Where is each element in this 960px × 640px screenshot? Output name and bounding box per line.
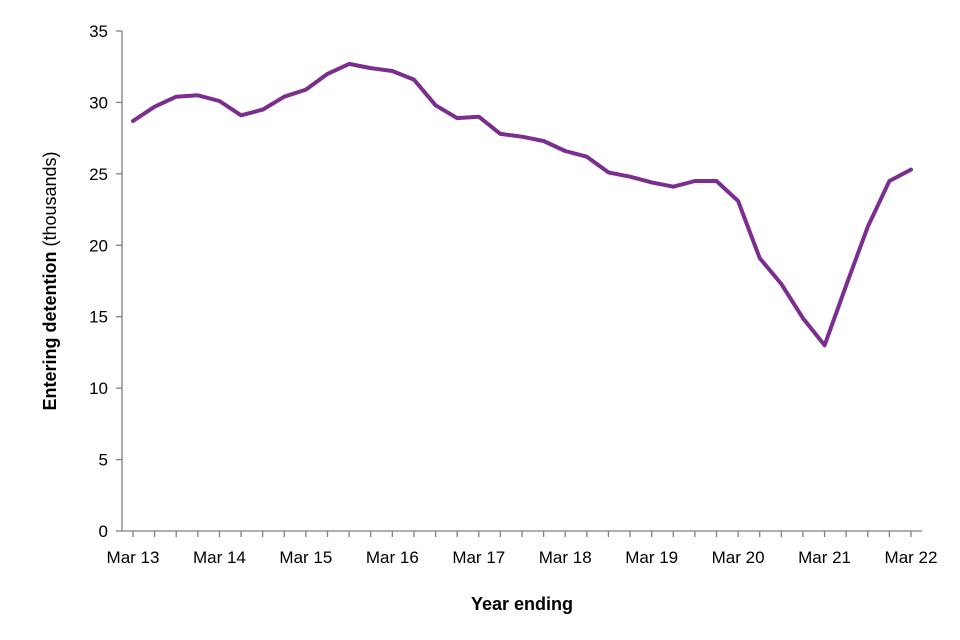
x-tick-label: Mar 17 (452, 548, 505, 567)
y-tick-label: 5 (99, 451, 108, 470)
x-tick-label: Mar 21 (798, 548, 851, 567)
y-axis-title-main: Entering detention (40, 252, 60, 411)
y-tick-label: 30 (89, 93, 108, 112)
y-axis: 0 5 10 15 20 25 30 35 (89, 22, 123, 541)
x-tick-label: Mar 16 (366, 548, 419, 567)
x-tick-label: Mar 13 (107, 548, 160, 567)
x-axis-title: Year ending (471, 594, 573, 614)
x-tick-label: Mar 22 (885, 548, 938, 567)
x-tick-label: Mar 14 (193, 548, 246, 567)
y-tick-label: 10 (89, 379, 108, 398)
y-axis-title: Entering detention (thousands) (40, 151, 60, 410)
x-tick-label: Mar 15 (279, 548, 332, 567)
y-tick-label: 20 (89, 236, 108, 255)
x-axis: Mar 13 Mar 14 Mar 15 Mar 16 Mar 17 Mar 18 Mar … (107, 530, 938, 567)
series-layer (131, 61, 913, 348)
y-tick-label: 15 (89, 308, 108, 327)
x-tick-label: Mar 19 (625, 548, 678, 567)
x-tick-label: Mar 20 (712, 548, 765, 567)
y-tick-label: 35 (89, 22, 108, 41)
x-tick-label: Mar 18 (539, 548, 592, 567)
y-axis-title-unit: (thousands) (40, 151, 60, 251)
y-tick-label: 25 (89, 165, 108, 184)
series-line (131, 61, 913, 348)
y-tick-label: 0 (99, 522, 108, 541)
